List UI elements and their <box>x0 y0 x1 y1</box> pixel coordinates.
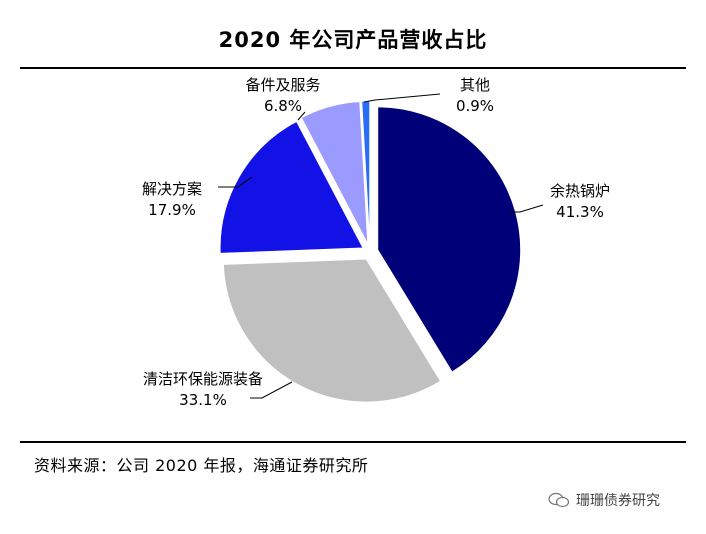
slice-label-5: 其他 <box>460 76 490 94</box>
source-note: 资料来源：公司 2020 年报，海通证券研究所 <box>34 456 369 475</box>
slice-value-4: 6.8% <box>264 97 302 115</box>
leader-line-5 <box>363 93 441 103</box>
slice-value-2: 33.1% <box>179 391 227 409</box>
top-rule <box>20 67 686 69</box>
pie-slice-4 <box>300 100 369 245</box>
slice-label-3: 解决方案 <box>142 180 202 198</box>
leader-line-1 <box>509 204 544 213</box>
leader-line-3 <box>218 176 253 188</box>
chart-title: 2020 年公司产品营收占比 <box>218 28 488 52</box>
leader-line-2 <box>250 381 293 399</box>
wechat-icon <box>548 492 570 508</box>
slice-value-5: 0.9% <box>456 97 494 115</box>
bottom-rule <box>20 441 686 443</box>
slice-label-2: 清洁环保能源装备 <box>143 370 263 388</box>
pie-slice-3 <box>219 120 364 254</box>
slice-value-1: 41.3% <box>556 203 604 221</box>
slice-label-1: 余热锅炉 <box>550 182 610 200</box>
watermark: 珊珊债券研究 <box>548 490 660 510</box>
pie-slice-1 <box>377 106 522 373</box>
slice-label-4: 备件及服务 <box>245 76 320 94</box>
watermark-text: 珊珊债券研究 <box>576 493 660 509</box>
slice-value-3: 17.9% <box>148 201 196 219</box>
leader-line-4 <box>297 111 306 121</box>
pie-slice-2 <box>222 258 442 403</box>
